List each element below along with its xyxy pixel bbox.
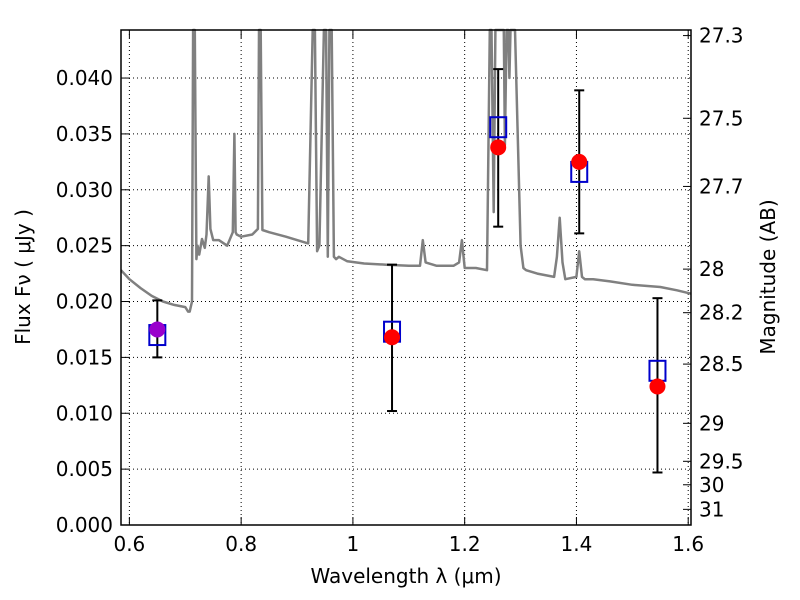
right-axis-label: Magnitude (AB) — [756, 199, 780, 354]
right-tick-label: 28 — [699, 257, 724, 281]
model-square-marker — [489, 116, 508, 139]
right-tick-label: 29.5 — [699, 449, 744, 473]
right-tick-label: 27.5 — [699, 106, 744, 130]
x-tick-label: 0.8 — [225, 532, 257, 556]
y-tick-label: 0.035 — [56, 122, 113, 146]
tick-layer: 0.6 0.8 1 1.2 1.4 1.6 0.000 0.005 0.010 0.015 0.02… — [56, 24, 744, 556]
x-tick-label: 0.6 — [113, 532, 145, 556]
right-tick-label: 28.2 — [699, 301, 744, 325]
x-tick-label: 1.6 — [672, 532, 704, 556]
sed-line — [120, 28, 692, 313]
y-tick-label: 0.020 — [56, 290, 113, 314]
observed-point — [149, 321, 166, 338]
y-tick-label: 0.005 — [56, 457, 113, 481]
grid-layer — [121, 30, 691, 526]
observed-point — [571, 153, 588, 170]
right-tick-label: 30 — [699, 473, 724, 497]
right-tick-label: 31 — [699, 497, 724, 521]
x-tick-label: 1.4 — [561, 532, 593, 556]
y-tick-label: 0.030 — [56, 178, 113, 202]
y-tick-label: 0.025 — [56, 234, 113, 258]
right-tick-label: 28.5 — [699, 352, 744, 376]
observed-point — [649, 378, 666, 395]
x-tick-label: 1.2 — [449, 532, 481, 556]
right-tick-label: 29 — [699, 411, 724, 435]
observed-point — [384, 329, 401, 346]
y-tick-label: 0.040 — [56, 66, 113, 90]
right-tick-label: 27.3 — [699, 24, 744, 48]
plot-frame — [120, 29, 692, 526]
right-tick-label: 27.7 — [699, 174, 744, 198]
y-axis-label: Flux Fν ( μJy ) — [11, 209, 35, 345]
observed-point — [490, 139, 507, 156]
x-tick-label: 1 — [347, 532, 360, 556]
y-tick-label: 0.010 — [56, 401, 113, 425]
y-tick-label: 0.015 — [56, 345, 113, 369]
y-tick-label: 0.000 — [56, 513, 113, 537]
series-layer — [120, 28, 692, 474]
x-axis-label: Wavelength λ (μm) — [310, 564, 501, 588]
